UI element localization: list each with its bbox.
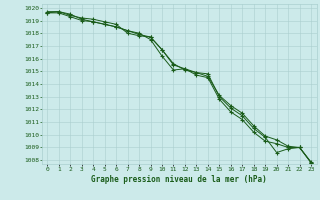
- X-axis label: Graphe pression niveau de la mer (hPa): Graphe pression niveau de la mer (hPa): [91, 175, 267, 184]
